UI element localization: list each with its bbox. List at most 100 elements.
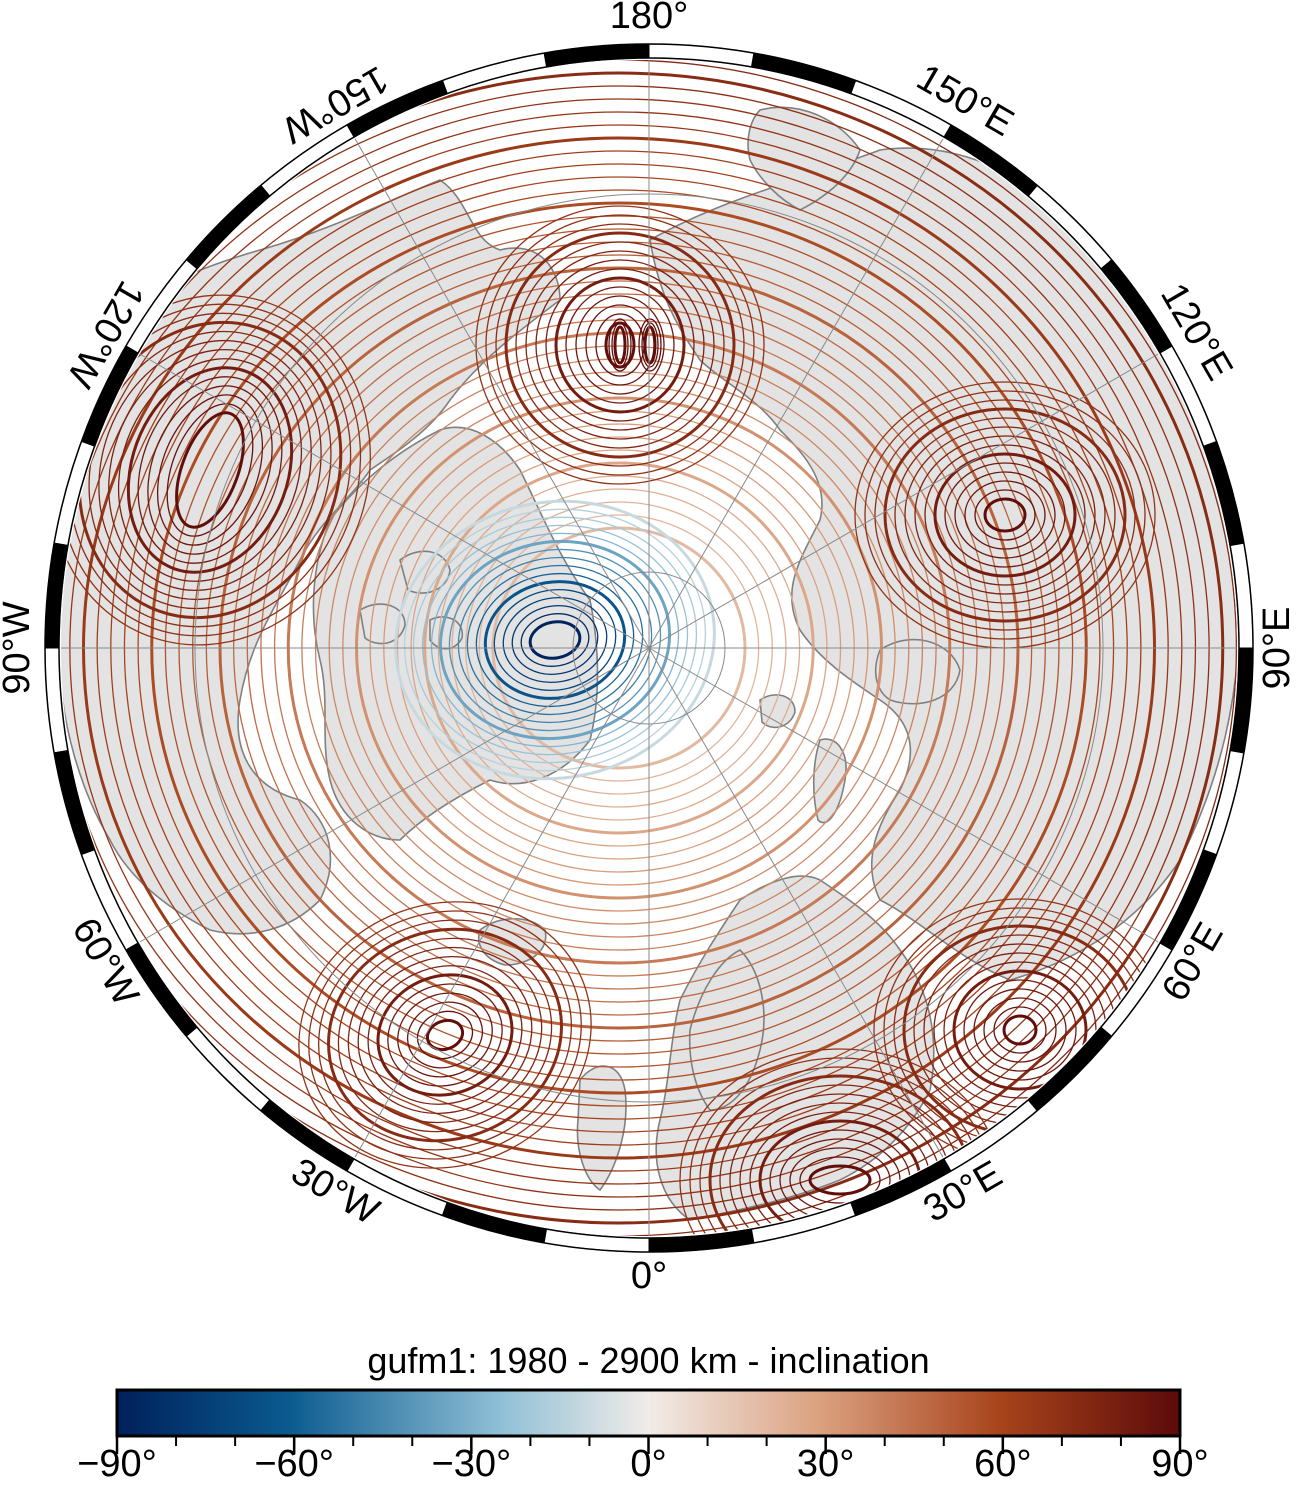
map-frame xyxy=(44,43,1254,1253)
colorbar-tick-label: −60° xyxy=(254,1443,334,1485)
contour-line xyxy=(613,325,627,365)
contour-line xyxy=(575,295,665,395)
arctic-island-2 xyxy=(359,603,406,645)
contour-line xyxy=(457,556,653,724)
contour-line xyxy=(515,241,725,449)
contour-line xyxy=(983,497,1027,533)
contour-line xyxy=(943,961,1097,1099)
contour-line xyxy=(864,390,1146,640)
contour-line xyxy=(421,524,689,756)
meridian-line xyxy=(648,647,944,1158)
contour-line xyxy=(894,417,1116,613)
contour-line xyxy=(117,358,303,582)
contour-line xyxy=(535,259,705,431)
contour-line xyxy=(983,997,1057,1063)
meridian-line xyxy=(354,647,650,1158)
colorbar-title: gufm1: 1980 - 2900 km - inclination xyxy=(367,1340,930,1381)
contour-line xyxy=(475,572,635,708)
contour-line xyxy=(611,322,629,368)
colorbar-tick-label: −90° xyxy=(77,1443,157,1485)
colorbar-tick-label: −30° xyxy=(432,1443,512,1485)
contour-line xyxy=(528,620,582,660)
meridian-line xyxy=(648,138,944,649)
colorbar-ticks: −90° −60° −30° 0° 30° 60° 90° xyxy=(77,1436,1209,1485)
contour-line xyxy=(403,508,707,772)
contour-line xyxy=(904,426,1106,604)
contour-line xyxy=(416,1010,474,1060)
longitude-label: 90°E xyxy=(1256,607,1297,690)
contour-line xyxy=(376,973,514,1097)
contour-line xyxy=(933,452,1077,578)
meridian-line xyxy=(648,353,1159,649)
contour-line xyxy=(638,318,662,372)
contour-line xyxy=(337,937,553,1133)
contour-line xyxy=(483,580,627,700)
contour-line xyxy=(156,394,264,546)
contour-line xyxy=(554,276,686,414)
meridian-line xyxy=(139,647,650,943)
contour-line xyxy=(608,318,632,372)
contour-line xyxy=(944,462,1066,568)
contour-line xyxy=(493,588,617,692)
contour-line xyxy=(545,268,695,422)
contour-line xyxy=(412,516,698,764)
contour-line xyxy=(394,499,716,781)
meridian-line xyxy=(139,353,650,649)
meridian-line xyxy=(354,138,650,649)
contour-line xyxy=(175,411,245,529)
contour-line xyxy=(407,1001,483,1069)
contour-line xyxy=(430,532,680,748)
frame-outer-circle xyxy=(44,43,1254,1253)
contour-line xyxy=(973,988,1067,1072)
contour-line xyxy=(874,399,1136,631)
contour-line xyxy=(502,597,608,683)
contour-line xyxy=(166,403,254,537)
colorbar-gradient xyxy=(115,1388,1182,1438)
contour-line xyxy=(425,1018,465,1052)
frame-inner-circle xyxy=(58,57,1240,1239)
contour-line xyxy=(108,349,312,591)
contour-line xyxy=(974,489,1036,541)
scandinavia-land xyxy=(688,949,765,1111)
longitude-label: 90°W xyxy=(0,601,38,694)
contour-line xyxy=(1002,1014,1038,1046)
colorbar-tick-label: 90° xyxy=(1151,1443,1208,1485)
contour-line xyxy=(808,1164,872,1196)
contour-line xyxy=(799,1156,881,1204)
contour-line xyxy=(98,339,322,601)
contour-line xyxy=(357,955,533,1115)
longitude-label: 0° xyxy=(631,1255,667,1297)
meridian-line xyxy=(648,647,1159,943)
colorbar-tick-label: 0° xyxy=(630,1443,666,1485)
contour-line xyxy=(367,965,523,1105)
contour-line xyxy=(495,223,745,467)
contour-line xyxy=(137,376,283,564)
contour-line xyxy=(397,992,493,1078)
contour-line xyxy=(641,322,659,368)
colorbar-tick-label: 60° xyxy=(974,1443,1031,1485)
contour-line xyxy=(327,927,563,1143)
contour-line xyxy=(485,214,755,476)
contour-line xyxy=(954,471,1056,559)
contour-line xyxy=(308,910,582,1160)
contour-line xyxy=(387,983,503,1087)
contour-line xyxy=(525,250,715,440)
contour-line xyxy=(993,1006,1047,1054)
contour-line xyxy=(438,539,672,741)
contour-line xyxy=(147,385,273,555)
contour-line xyxy=(475,205,765,485)
contour-line xyxy=(952,969,1088,1091)
contour-line xyxy=(963,979,1077,1081)
colorbar: −90° −60° −30° 0° 30° 60° 90° xyxy=(77,1388,1209,1485)
contour-line xyxy=(466,564,644,716)
longitude-label: 180° xyxy=(610,0,689,37)
contour-line xyxy=(565,286,675,404)
contour-line xyxy=(504,231,736,459)
contour-line xyxy=(347,946,543,1124)
contour-line xyxy=(126,366,294,574)
contour-line xyxy=(520,613,590,667)
contour-line xyxy=(643,325,657,365)
contour-line xyxy=(511,605,599,675)
contour-line xyxy=(964,480,1046,550)
